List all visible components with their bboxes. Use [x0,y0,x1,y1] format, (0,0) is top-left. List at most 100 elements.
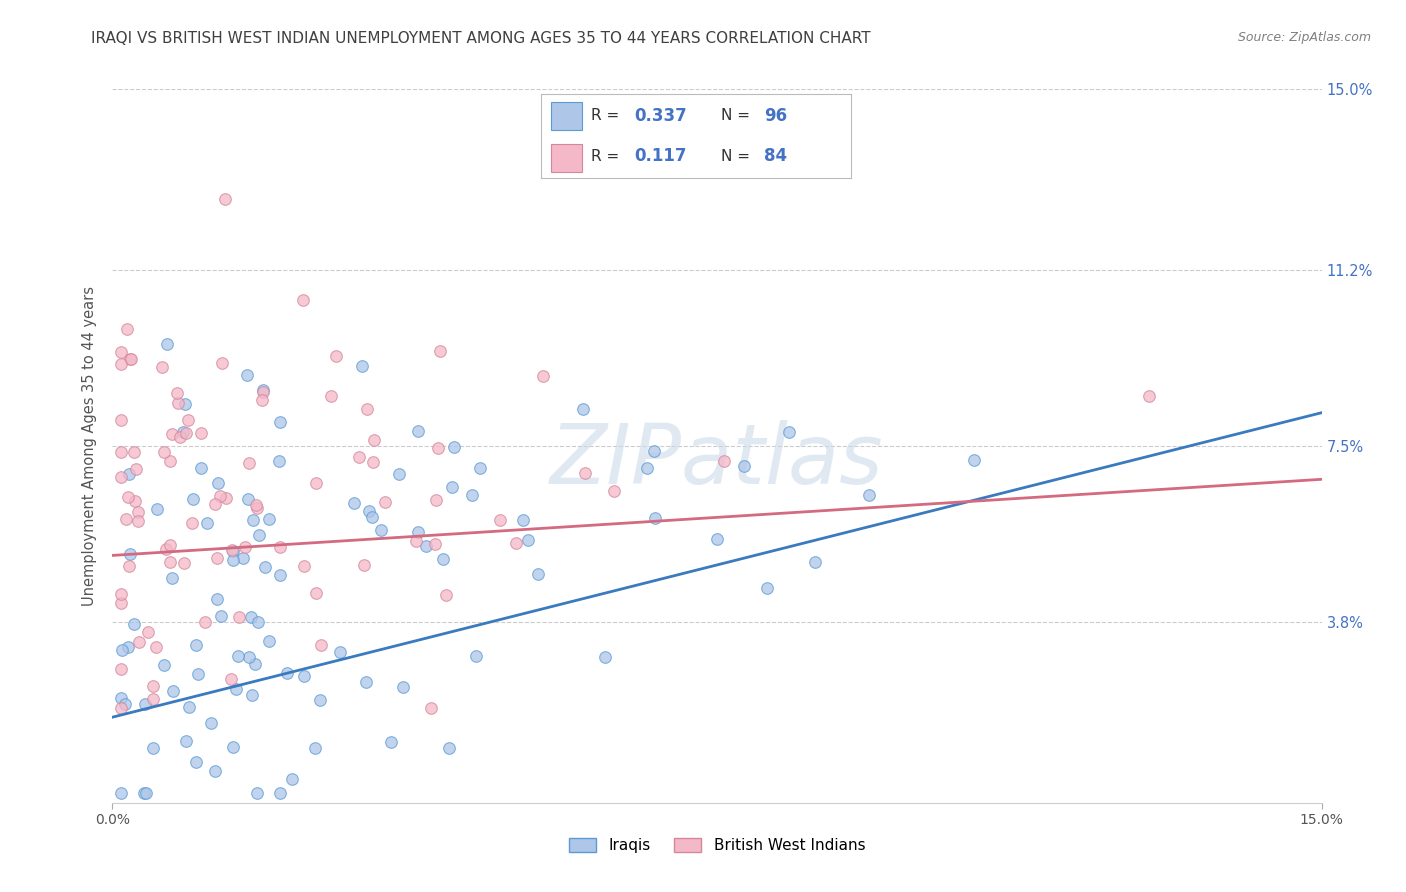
Point [434,587,457,601]
Point [222,553,245,567]
Point [174,397,197,411]
Point [134,786,156,800]
Point [110,345,132,359]
Point [200,716,222,731]
Point [238,456,260,470]
Point [415,539,437,553]
Point [427,442,450,456]
Point [204,764,226,778]
Point [363,433,385,447]
Point [179,700,201,714]
Point [215,491,238,506]
Point [441,479,464,493]
Point [190,461,212,475]
Point [804,555,827,569]
Point [169,430,191,444]
Point [155,542,177,557]
Point [778,425,800,440]
Point [359,504,381,518]
Point [308,692,330,706]
Y-axis label: Unemployment Among Ages 35 to 44 years: Unemployment Among Ages 35 to 44 years [82,286,97,606]
Point [153,657,176,672]
Text: 96: 96 [763,107,787,125]
Point [127,514,149,528]
Point [228,610,250,624]
Point [512,513,534,527]
Point [127,505,149,519]
Point [269,454,291,468]
Point [160,570,183,584]
Point [643,443,665,458]
Point [423,537,446,551]
Point [222,543,245,558]
Point [374,495,396,509]
Point [353,558,375,573]
Text: N =: N = [721,149,755,164]
Point [252,385,274,400]
Point [405,534,427,549]
Point [117,640,139,654]
Point [232,550,254,565]
Point [118,559,141,574]
FancyBboxPatch shape [551,103,582,130]
Point [142,679,165,693]
Point [219,673,242,687]
Point [425,493,447,508]
Point [292,293,315,307]
Point [120,547,142,561]
Text: R =: R = [591,108,624,123]
Point [253,559,276,574]
Point [756,581,779,595]
Point [259,633,281,648]
Point [733,458,755,473]
Point [207,476,229,491]
Point [177,413,200,427]
Point [110,786,132,800]
Point [370,523,392,537]
Point [225,681,247,696]
Point [159,454,181,468]
Point [245,498,267,512]
Point [110,691,132,706]
Point [350,359,373,373]
Point [432,552,454,566]
Point [517,533,540,547]
Point [110,700,132,714]
Point [329,645,352,659]
Point [117,491,139,505]
Point [142,740,165,755]
Point [146,502,169,516]
Point [209,609,232,624]
Text: IRAQI VS BRITISH WEST INDIAN UNEMPLOYMENT AMONG AGES 35 TO 44 YEARS CORRELATION : IRAQI VS BRITISH WEST INDIAN UNEMPLOYMEN… [91,31,870,46]
Point [222,740,245,755]
Point [305,476,328,491]
Point [115,322,138,336]
Point [110,470,132,484]
Point [356,402,378,417]
Point [134,698,156,712]
Point [120,351,142,366]
Point [247,615,270,630]
Text: 0.337: 0.337 [634,107,688,125]
Point [325,349,347,363]
Point [205,592,228,607]
Point [142,692,165,706]
FancyBboxPatch shape [551,144,582,171]
Point [593,650,616,665]
Point [420,700,443,714]
Point [252,383,274,397]
Point [122,445,145,459]
Point [153,445,176,459]
Point [443,440,465,454]
Point [110,412,132,426]
Point [305,586,328,600]
Text: N =: N = [721,108,755,123]
Point [162,684,184,698]
Point [240,610,263,624]
Point [110,596,132,610]
Point [235,368,257,383]
Point [644,511,666,525]
Point [460,488,482,502]
Point [184,638,207,652]
Point [292,558,315,573]
